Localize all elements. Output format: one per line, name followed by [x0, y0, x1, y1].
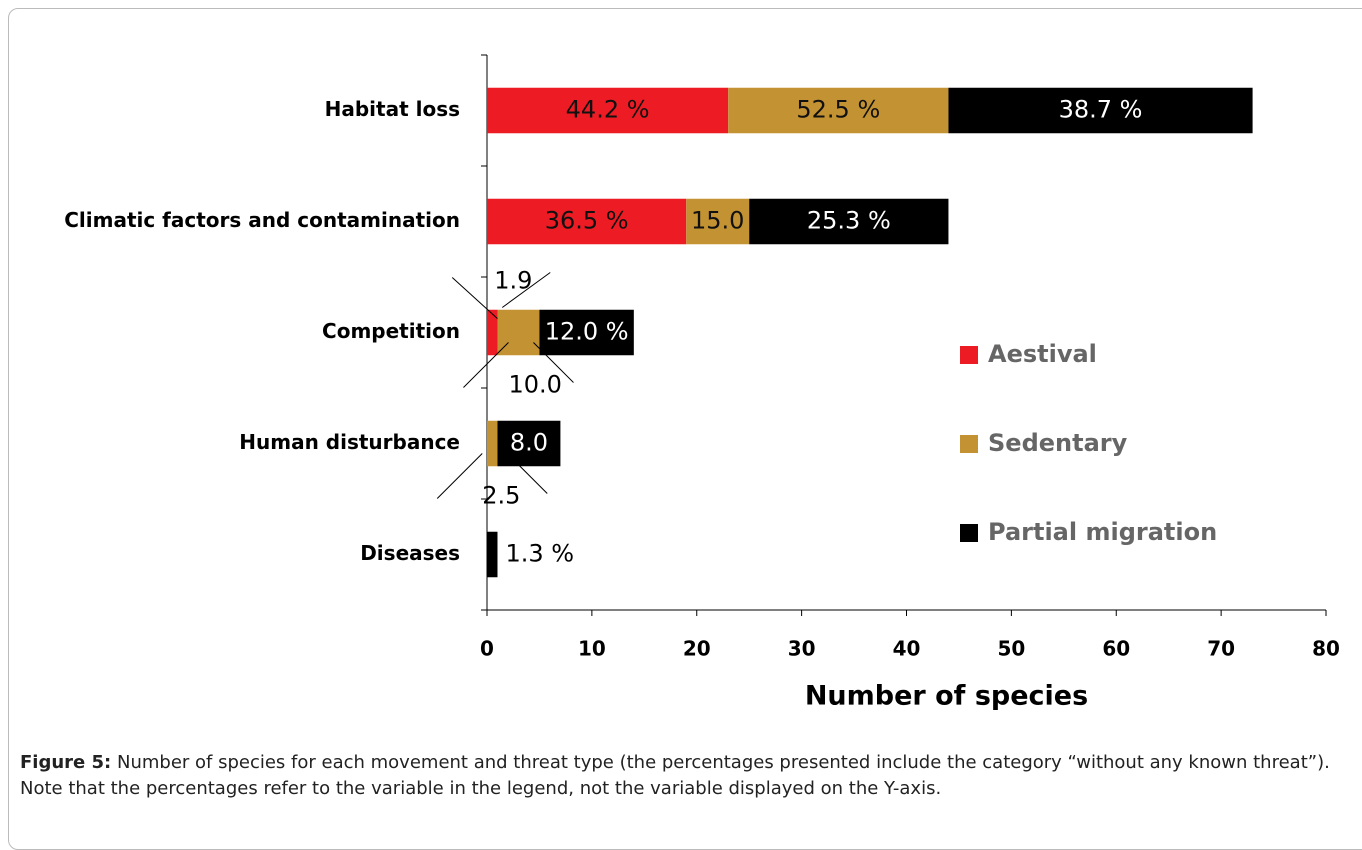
page: 0 10 20 30 40 50 60 70 80 Number of species Habita… [8, 8, 1362, 850]
bar-segment [686, 198, 750, 245]
leader-line [463, 342, 509, 388]
value-label: 25.3 % [807, 207, 891, 235]
leader-line [436, 453, 483, 499]
bar-segment [948, 87, 1253, 134]
bar-segment [728, 87, 949, 134]
bar-segment [497, 309, 540, 356]
legend-label: Partial migration [988, 518, 1217, 546]
value-label: 38.7 % [1059, 96, 1143, 124]
bar-segment [487, 309, 498, 356]
value-label: 44.2 % [566, 96, 650, 124]
caption: Figure 5: Number of species for each mov… [20, 750, 1350, 802]
y-tick-label: Climatic factors and contamination [64, 208, 460, 232]
value-label: 1.3 % [505, 540, 574, 568]
value-label: 8.0 [510, 429, 548, 457]
y-tick-label: Diseases [360, 541, 460, 565]
legend-swatch [960, 435, 978, 453]
legend-swatch [960, 346, 978, 364]
value-label: 52.5 % [796, 96, 880, 124]
bar-segment [539, 309, 634, 356]
caption-text: Number of species for each movement and … [20, 752, 1330, 799]
y-tick-label: Habitat loss [325, 97, 460, 121]
x-tick-label: 80 [1312, 637, 1340, 661]
y-tick-label: Human disturbance [239, 430, 460, 454]
caption-label: Figure 5: [20, 752, 112, 773]
y-tick-label: Competition [322, 319, 460, 343]
legend-label: Sedentary [988, 429, 1128, 457]
value-label: 15.0 [691, 207, 744, 235]
bar-segment [487, 420, 498, 467]
legend-swatch [960, 524, 978, 542]
bar-segment [497, 420, 561, 467]
x-tick-label: 30 [788, 637, 816, 661]
x-tick-label: 60 [1102, 637, 1130, 661]
x-tick-label: 70 [1207, 637, 1235, 661]
x-tick-label: 20 [683, 637, 711, 661]
x-tick-label: 0 [480, 637, 494, 661]
chart: 0 10 20 30 40 50 60 70 80 Number of species Habita… [64, 54, 1340, 712]
x-axis-title: Number of species [805, 681, 1088, 712]
bar-segment [487, 198, 687, 245]
x-tick-label: 40 [893, 637, 921, 661]
legend-label: Aestival [988, 340, 1097, 368]
bar-segment [487, 531, 498, 578]
value-label: 2.5 [482, 481, 520, 509]
bar-segment [487, 87, 729, 134]
value-label: 1.9 [494, 267, 532, 295]
value-label: 10.0 [508, 370, 561, 398]
bar-segment [749, 198, 949, 245]
x-tick-label: 50 [997, 637, 1025, 661]
value-label: 36.5 % [545, 207, 629, 235]
leader-line [501, 272, 551, 308]
x-tick-label: 10 [578, 637, 606, 661]
value-label: 12.0 % [545, 318, 629, 346]
